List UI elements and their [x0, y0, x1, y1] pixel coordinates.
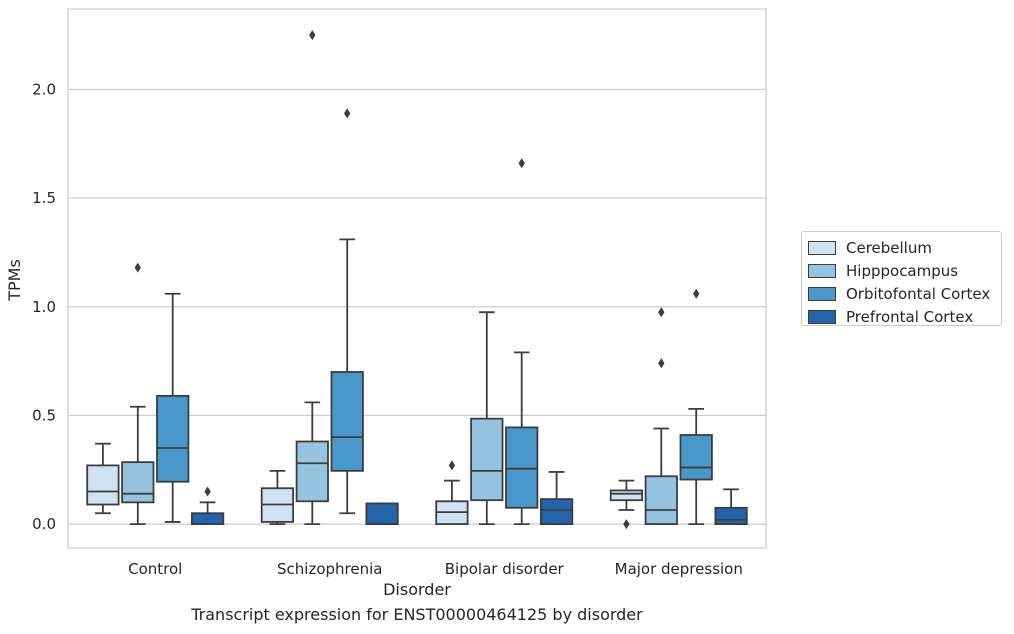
y-axis-title: TPMs [5, 259, 24, 302]
legend-label-cerebellum: Cerebellum [846, 238, 932, 257]
outlier-point [658, 307, 665, 318]
box-group [86, 442, 120, 515]
outlier-point [204, 486, 211, 497]
box-plot-chart: 0.0 0.5 1.0 1.5 2.0 Control Schizophrenia Bipo… [5, 8, 767, 599]
box [190, 512, 225, 525]
outlier-point [693, 288, 700, 299]
box [365, 502, 399, 525]
box-group [505, 158, 539, 525]
outlier-point [344, 108, 351, 119]
box-group [365, 502, 399, 525]
y-tick-label: 2.0 [32, 80, 56, 98]
box [156, 394, 190, 483]
y-tick-label: 1.0 [32, 298, 56, 316]
x-tick-label: Major depression [615, 560, 743, 578]
legend-swatch-hippocampus [808, 263, 836, 278]
legend-item-orbitofrontal-cortex: Orbitofontal Cortex [808, 282, 1001, 305]
x-tick-label: Control [128, 560, 182, 578]
box-group [330, 108, 364, 515]
y-axis-ticks: 0.0 0.5 1.0 1.5 2.0 [32, 80, 56, 533]
legend-item-cerebellum: Cerebellum [808, 236, 1001, 259]
x-axis-ticks: Control Schizophrenia Bipolar disorder Majo… [128, 560, 743, 578]
legend-label-orbitofrontal-cortex: Orbitofontal Cortex [846, 284, 991, 303]
box-group [470, 311, 504, 525]
box-group [190, 486, 225, 525]
box [505, 426, 539, 509]
box [86, 464, 120, 506]
legend-label-hippocampus: Hipppocampus [846, 261, 959, 280]
y-tick-label: 0.5 [32, 406, 56, 424]
box-group [121, 262, 155, 525]
outlier-point [448, 460, 456, 471]
legend: Cerebellum Hipppocampus Orbitofontal Cor… [801, 231, 1002, 326]
boxes [86, 30, 748, 530]
box [330, 371, 364, 472]
box-group [156, 292, 190, 523]
plot-frame [67, 8, 767, 549]
legend-label-prefrontal-cortex: Prefrontal Cortex [846, 307, 974, 326]
box-group [679, 288, 713, 525]
outlier-point [623, 519, 630, 530]
y-tick-label: 0.0 [32, 515, 56, 533]
box [295, 440, 329, 503]
x-axis-title: Disorder [383, 580, 451, 599]
box-group [295, 30, 329, 525]
box [121, 461, 155, 504]
x-tick-label: Bipolar disorder [445, 560, 565, 578]
legend-swatch-prefrontal-cortex [808, 309, 836, 324]
box-group [260, 469, 295, 525]
chart-caption: Transcript expression for ENST0000046412… [191, 605, 643, 624]
box [679, 434, 713, 481]
outlier-point [134, 262, 141, 273]
legend-swatch-orbitofrontal-cortex [808, 286, 836, 301]
legend-item-prefrontal-cortex: Prefrontal Cortex [808, 305, 1001, 328]
box [644, 475, 678, 525]
box [470, 417, 504, 502]
box-group [539, 471, 574, 525]
legend-item-hippocampus: Hipppocampus [808, 259, 1001, 282]
box-group [609, 479, 644, 530]
outlier-point [658, 358, 665, 369]
legend-swatch-cerebellum [808, 240, 836, 255]
box-group [644, 307, 678, 525]
box [539, 498, 574, 525]
outlier-point [309, 30, 316, 41]
box-group [714, 488, 748, 525]
box [609, 489, 644, 502]
box [714, 506, 748, 525]
y-tick-label: 1.5 [32, 189, 56, 207]
outlier-point [518, 158, 525, 169]
box-group [435, 460, 469, 525]
x-tick-label: Schizophrenia [277, 560, 382, 578]
